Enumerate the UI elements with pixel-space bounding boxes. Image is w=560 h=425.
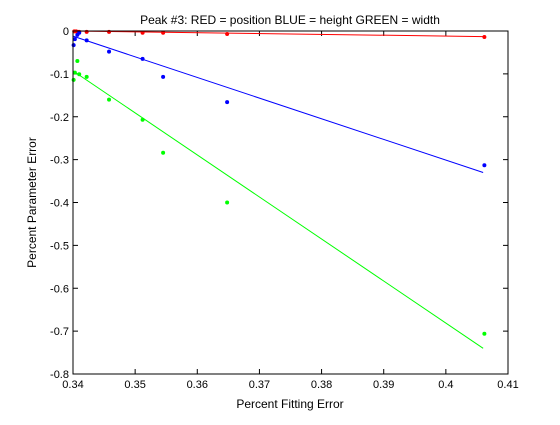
x-tick-label: 0.38	[311, 379, 332, 391]
y-tick-label: -0.1	[50, 69, 69, 81]
series-1-point	[84, 38, 89, 43]
series-2-point	[75, 59, 80, 64]
series-0-point	[225, 32, 230, 37]
series-0-point	[107, 29, 112, 34]
series-2-point	[482, 331, 487, 336]
x-tick-label: 0.4	[438, 379, 453, 391]
y-tick-label: 0	[63, 26, 69, 38]
series-2-fit-line	[72, 70, 484, 349]
series-2-point	[107, 97, 112, 102]
axes-box	[72, 30, 509, 375]
x-tick-label: 0.37	[249, 379, 270, 391]
series-0-point	[161, 30, 166, 35]
y-tick-label: -0.2	[50, 112, 69, 124]
series-0-point	[482, 35, 487, 40]
series-0-point	[84, 29, 89, 34]
y-tick-label: -0.6	[50, 283, 69, 295]
series-1	[71, 30, 487, 173]
series-1-point	[107, 49, 112, 54]
x-tick-label: 0.41	[497, 379, 518, 391]
series-1-point	[482, 163, 487, 168]
series-1-point	[225, 100, 230, 105]
series-1-point	[140, 56, 145, 61]
x-tick-label: 0.35	[124, 379, 145, 391]
series-2-point	[71, 77, 76, 82]
plot-area	[73, 31, 508, 374]
y-tick-label: -0.5	[50, 240, 69, 252]
series-layer	[71, 29, 487, 349]
series-1-point	[72, 37, 77, 42]
series-0-point	[140, 30, 145, 35]
x-tick-label: 0.39	[373, 379, 394, 391]
series-1-point	[77, 30, 82, 35]
series-2-point	[161, 150, 166, 155]
series-2-point	[140, 117, 145, 122]
y-tick-label: -0.8	[50, 369, 69, 381]
y-tick-label: -0.7	[50, 326, 69, 338]
series-1-point	[161, 74, 166, 79]
series-2	[71, 59, 487, 349]
x-axis-label: Percent Fitting Error	[236, 397, 343, 411]
y-tick-label: -0.3	[50, 155, 69, 167]
series-2-point	[225, 200, 230, 205]
series-2-point	[72, 70, 77, 75]
x-tick-label: 0.34	[62, 379, 83, 391]
y-axis-label: Percent Parameter Error	[25, 137, 39, 268]
series-2-point	[84, 74, 89, 79]
chart-title: Peak #3: RED = position BLUE = height GR…	[140, 13, 440, 27]
x-tick-label: 0.36	[187, 379, 208, 391]
series-2-point	[77, 72, 82, 77]
y-ticks: 0 -0.1 -0.2 -0.3 -0.4 -0.5 -0.6 -0.7 -0.8	[50, 26, 508, 381]
y-tick-label: -0.4	[50, 198, 69, 210]
series-1-point	[71, 43, 76, 48]
